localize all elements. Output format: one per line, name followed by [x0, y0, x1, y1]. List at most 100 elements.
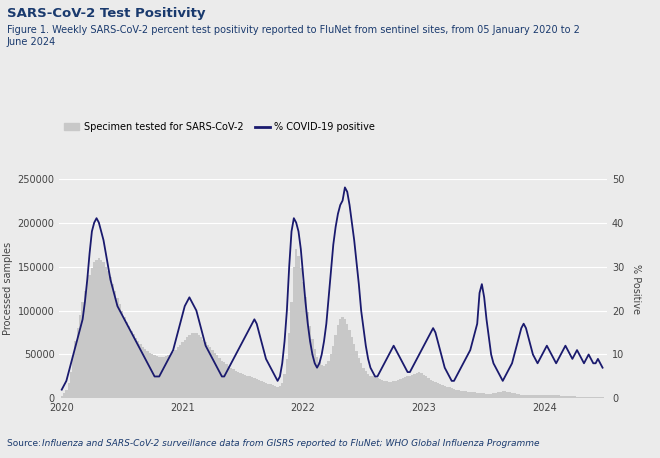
Bar	[335, 335, 337, 398]
Bar	[353, 344, 355, 398]
Bar	[390, 382, 393, 398]
Bar	[292, 267, 295, 398]
Bar	[72, 356, 75, 398]
Bar	[102, 262, 105, 398]
Bar	[597, 397, 599, 398]
Bar	[348, 330, 350, 398]
Bar	[105, 267, 107, 398]
Bar	[123, 316, 125, 398]
Bar	[393, 382, 395, 398]
Bar	[188, 335, 191, 398]
Bar	[246, 376, 249, 398]
Bar	[480, 393, 483, 398]
Bar	[297, 256, 300, 398]
Bar	[211, 350, 214, 398]
Bar	[465, 392, 467, 398]
Text: Figure 1. Weekly SARS-CoV-2 percent test positivity reported to FluNet from sent: Figure 1. Weekly SARS-CoV-2 percent test…	[7, 25, 579, 47]
Bar	[156, 356, 158, 398]
Bar	[471, 392, 474, 398]
Bar	[323, 366, 325, 398]
Bar	[460, 391, 462, 398]
Legend: Specimen tested for SARS-CoV-2, % COVID-19 positive: Specimen tested for SARS-CoV-2, % COVID-…	[64, 122, 376, 132]
Bar	[434, 382, 437, 398]
Bar	[444, 386, 446, 398]
Bar	[360, 363, 362, 398]
Bar	[93, 262, 96, 398]
Bar	[160, 357, 163, 398]
Bar	[79, 315, 81, 398]
Bar	[571, 396, 574, 398]
Bar	[163, 357, 165, 398]
Bar	[509, 392, 511, 398]
Bar	[110, 277, 112, 398]
Text: Source:: Source:	[7, 439, 44, 448]
Bar	[90, 268, 93, 398]
Bar	[283, 374, 286, 398]
Bar	[307, 312, 309, 398]
Bar	[534, 395, 537, 398]
Bar	[216, 355, 218, 398]
Bar	[411, 375, 413, 398]
Bar	[318, 362, 321, 398]
Bar	[170, 354, 172, 398]
Bar	[362, 368, 364, 398]
Bar	[223, 362, 225, 398]
Bar	[183, 339, 186, 398]
Bar	[379, 379, 381, 398]
Bar	[376, 378, 379, 398]
Bar	[367, 374, 370, 398]
Bar	[325, 364, 327, 398]
Bar	[409, 376, 411, 398]
Bar	[312, 338, 314, 398]
Bar	[209, 348, 211, 398]
Bar	[200, 337, 202, 398]
Bar	[165, 356, 168, 398]
Bar	[518, 394, 520, 398]
Bar	[469, 392, 471, 398]
Bar	[269, 384, 272, 398]
Bar	[372, 376, 374, 398]
Bar	[364, 371, 367, 398]
Bar	[61, 396, 63, 398]
Bar	[437, 383, 439, 398]
Bar	[485, 393, 488, 398]
Bar	[599, 397, 601, 398]
Bar	[267, 383, 269, 398]
Bar	[121, 311, 123, 398]
Bar	[116, 298, 119, 398]
Bar	[225, 364, 228, 398]
Bar	[153, 355, 156, 398]
Bar	[432, 382, 434, 398]
Bar	[202, 339, 205, 398]
Text: Influenza and SARS-CoV-2 surveillance data from GISRS reported to FluNet; WHO Gl: Influenza and SARS-CoV-2 surveillance da…	[42, 439, 539, 448]
Bar	[564, 396, 566, 398]
Bar	[302, 283, 304, 398]
Bar	[253, 378, 255, 398]
Bar	[592, 397, 595, 398]
Bar	[442, 385, 444, 398]
Bar	[483, 393, 485, 398]
Bar	[207, 345, 209, 398]
Bar	[191, 333, 193, 398]
Bar	[327, 360, 330, 398]
Bar	[128, 327, 130, 398]
Bar	[413, 374, 416, 398]
Bar	[286, 359, 288, 398]
Bar	[546, 395, 548, 398]
Bar	[583, 397, 585, 398]
Bar	[497, 393, 499, 398]
Bar	[151, 354, 153, 398]
Y-axis label: Processed samples: Processed samples	[3, 242, 13, 335]
Bar	[581, 397, 583, 398]
Bar	[98, 258, 100, 398]
Bar	[358, 358, 360, 398]
Bar	[86, 283, 88, 398]
Bar	[130, 331, 133, 398]
Bar	[539, 395, 541, 398]
Bar	[418, 372, 420, 398]
Bar	[585, 397, 587, 398]
Bar	[77, 328, 79, 398]
Bar	[107, 271, 110, 398]
Bar	[232, 370, 235, 398]
Bar	[237, 372, 240, 398]
